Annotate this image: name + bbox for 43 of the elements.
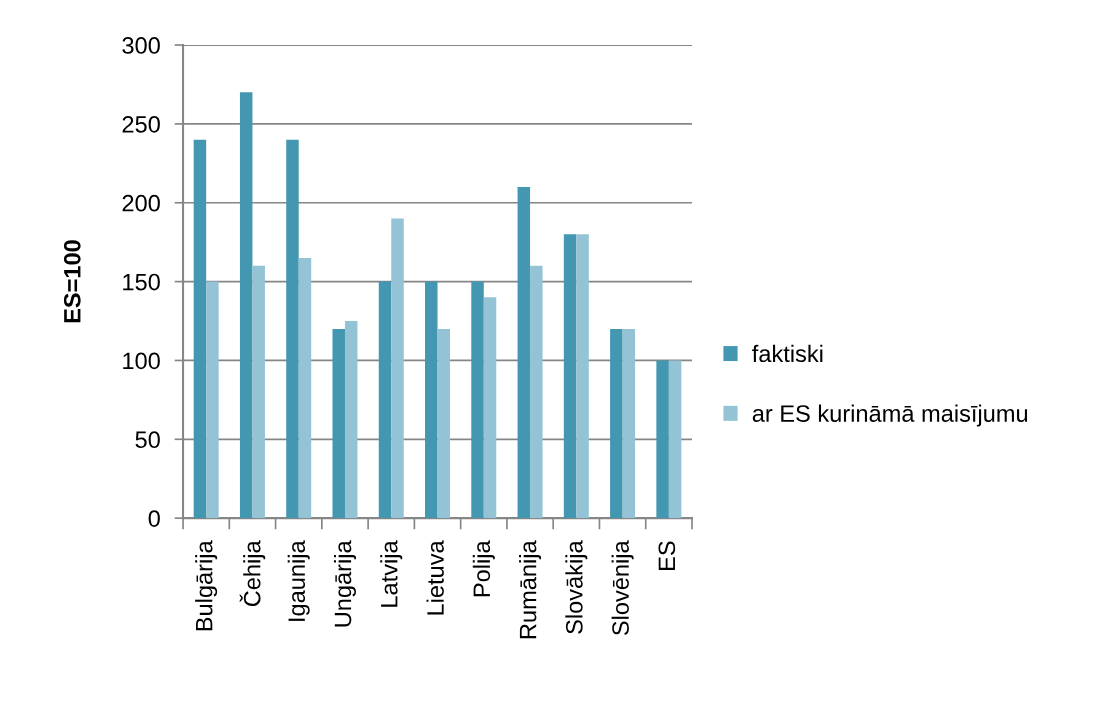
bar <box>622 328 636 519</box>
y-axis-title: ES=100 <box>63 240 81 323</box>
legend-label: ar ES kurināmā maisījumu <box>752 404 1028 427</box>
bar <box>563 234 577 519</box>
x-tick-label: Igaunija <box>287 540 310 621</box>
x-tick-label: Čehija <box>239 540 266 607</box>
x-tick-label: Rumānija <box>519 540 542 639</box>
bar <box>425 281 438 519</box>
bar <box>298 257 312 519</box>
bar <box>332 328 345 519</box>
y-tick-label: 250 <box>122 115 160 133</box>
x-tick-label: Slovēnija <box>611 540 634 636</box>
bar <box>344 321 358 519</box>
bar <box>576 234 589 519</box>
x-tick-label: Latvija <box>380 540 403 607</box>
x-tick-label: Lietuva <box>426 540 444 615</box>
bar <box>517 186 531 519</box>
y-tick-label: 300 <box>122 37 160 54</box>
bar <box>206 281 219 519</box>
bar <box>437 328 451 519</box>
y-tick-label: 100 <box>123 352 160 370</box>
bar <box>610 328 623 519</box>
bar <box>239 92 253 519</box>
bar <box>656 360 669 519</box>
bar <box>391 218 404 519</box>
x-tick-label: Polija <box>472 540 495 597</box>
x-tick-label: Slovākija <box>565 540 588 634</box>
bar <box>286 139 299 519</box>
bar <box>471 281 484 519</box>
y-tick-label: 200 <box>122 194 160 212</box>
bar <box>193 139 207 519</box>
x-tick-label: Ungārija <box>333 540 356 627</box>
y-tick-label: 50 <box>135 431 160 449</box>
bar <box>378 281 392 519</box>
x-tick-label: ES <box>658 541 676 570</box>
bar <box>483 297 497 519</box>
legend-label: faktiski <box>752 344 823 363</box>
x-tick-label: Bulgārija <box>195 540 218 631</box>
bar <box>252 265 265 519</box>
bar <box>530 265 543 519</box>
bar <box>668 360 682 519</box>
y-tick-label: 0 <box>148 510 160 527</box>
y-tick-label: 150 <box>123 273 160 291</box>
